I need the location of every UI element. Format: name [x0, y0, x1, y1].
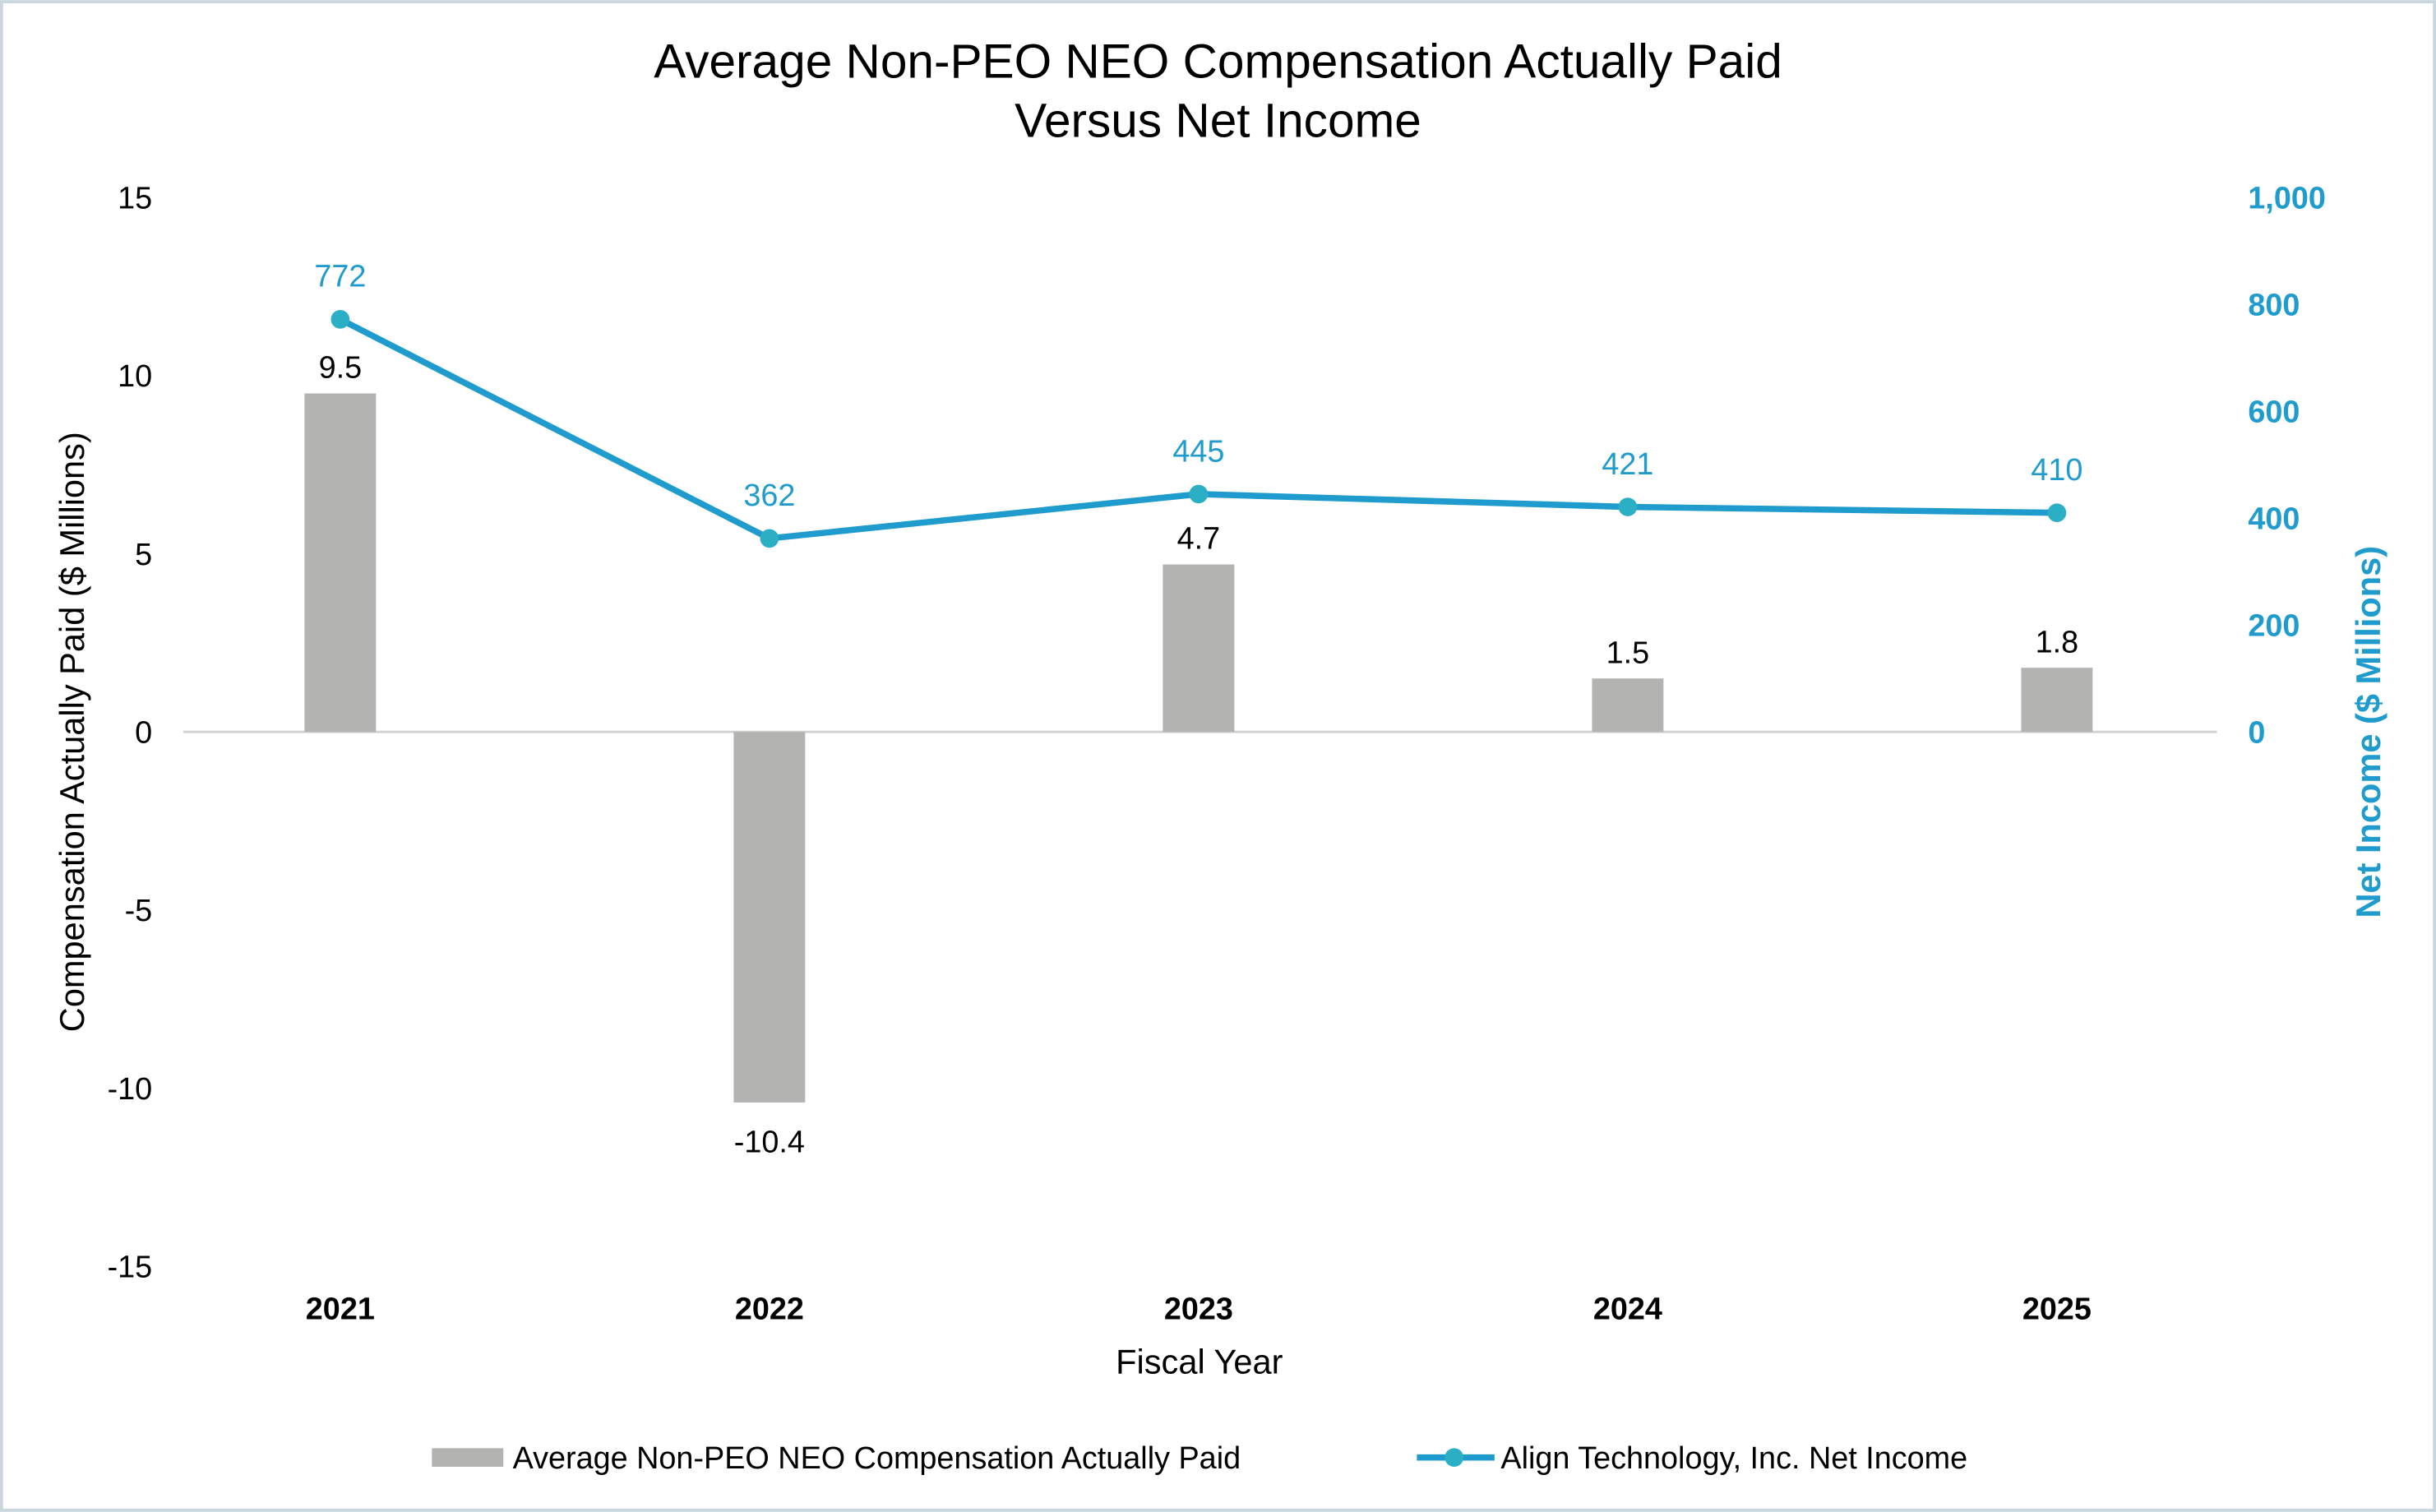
y2-tick-label: 400	[2248, 502, 2300, 536]
bar-data-label: 9.5	[319, 351, 363, 386]
y2-axis-title: Net Income ($ Millions)	[2349, 546, 2387, 918]
net-income-marker-2023	[1189, 484, 1209, 504]
y2-tick-label: 1,000	[2248, 181, 2326, 215]
legend: Average Non-PEO NEO Compensation Actuall…	[432, 1441, 1967, 1476]
bar-2022	[733, 732, 806, 1103]
line-data-label: 410	[2031, 453, 2082, 488]
x-tick-label: 2025	[2022, 1292, 2092, 1327]
legend-line-label: Align Technology, Inc. Net Income	[1500, 1441, 1967, 1476]
bar-data-label: 1.8	[2036, 625, 2079, 659]
y2-tick-label: 0	[2248, 715, 2265, 750]
x-tick-label: 2021	[306, 1292, 375, 1327]
y-tick-label: -15	[108, 1250, 153, 1284]
x-tick-label: 2023	[1164, 1292, 1233, 1327]
chart-title-line1: Average Non-PEO NEO Compensation Actuall…	[654, 35, 1782, 89]
y-tick-label: 5	[135, 538, 152, 572]
bar-2021	[304, 393, 377, 733]
bar-2024	[1592, 678, 1664, 733]
net-income-marker-2022	[760, 529, 779, 548]
y-tick-label: 15	[118, 181, 152, 215]
y2-tick-label: 800	[2248, 288, 2300, 322]
legend-line-marker	[1444, 1448, 1464, 1468]
y-tick-label: 0	[135, 715, 152, 750]
bar-2023	[1163, 564, 1235, 733]
y2-tick-label: 600	[2248, 395, 2300, 429]
chart-title-line2: Versus Net Income	[1015, 94, 1421, 147]
bar-2025	[2021, 668, 2093, 733]
net-income-marker-2025	[2047, 503, 2067, 523]
line-data-label: 445	[1172, 434, 1224, 469]
y-axis-title: Compensation Actually Paid ($ Millions)	[53, 432, 91, 1032]
bar-data-label: 4.7	[1177, 522, 1221, 557]
x-tick-label: 2022	[735, 1292, 804, 1327]
legend-bar-label: Average Non-PEO NEO Compensation Actuall…	[513, 1441, 1241, 1476]
y-tick-label: -10	[108, 1072, 153, 1107]
bar-data-label: -10.4	[734, 1125, 805, 1159]
line-data-label: 421	[1602, 447, 1653, 482]
y-tick-label: 10	[118, 359, 152, 394]
x-axis-title: Fiscal Year	[1116, 1343, 1283, 1381]
y-tick-label: -5	[125, 894, 153, 928]
y2-tick-label: 200	[2248, 608, 2300, 643]
net-income-marker-2024	[1618, 497, 1638, 516]
x-tick-label: 2024	[1593, 1292, 1662, 1327]
line-data-label: 772	[314, 260, 366, 294]
bar-data-label: 1.5	[1606, 636, 1650, 670]
net-income-marker-2021	[331, 310, 350, 329]
line-data-label: 362	[743, 479, 795, 513]
legend-bar-swatch	[432, 1448, 504, 1468]
